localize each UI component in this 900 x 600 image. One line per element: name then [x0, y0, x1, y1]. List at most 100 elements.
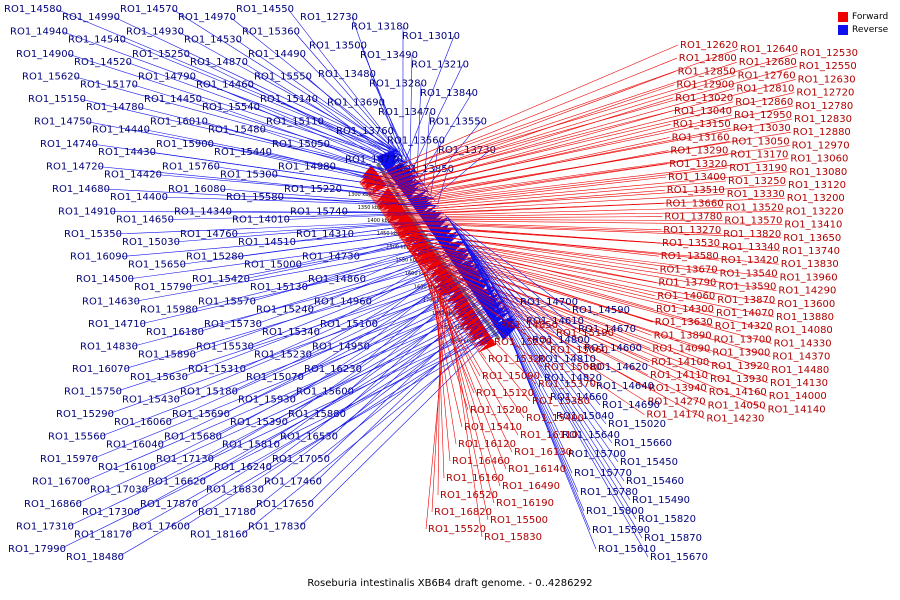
label-leader-line: [75, 308, 509, 505]
label-leader-line: [412, 64, 464, 170]
gene-label: RO1_13250: [728, 176, 786, 187]
gene-label: RO1_16100: [98, 462, 156, 473]
gene-label: RO1_14790: [138, 72, 196, 83]
label-leader-line: [406, 247, 499, 326]
gene-label: RO1_15460: [626, 476, 684, 487]
gene-label: RO1_15270: [494, 337, 552, 348]
label-leader-line: [139, 249, 470, 325]
legend: Forward Reverse: [838, 10, 888, 36]
label-leader-line: [379, 176, 667, 211]
label-leader-line: [398, 235, 716, 301]
gene-label: RO1_15070: [246, 372, 304, 383]
gene-label: RO1_16520: [440, 490, 498, 501]
gene-label: RO1_18160: [190, 530, 248, 541]
legend-reverse: Reverse: [838, 23, 888, 36]
gene-label: RO1_13840: [420, 88, 478, 99]
gene-label: RO1_15880: [288, 409, 346, 420]
gene-label: RO1_13150: [673, 119, 731, 130]
gene-label: RO1_13630: [655, 317, 713, 328]
label-leader-line: [452, 225, 583, 349]
gene-label: RO1_15440: [214, 147, 272, 158]
gene-label: RO1_15800: [586, 506, 644, 517]
gene-label: RO1_14660: [550, 392, 608, 403]
label-leader-line: [281, 278, 490, 423]
label-leader-line: [360, 57, 677, 186]
gene-label: RO1_14340: [174, 207, 232, 218]
gene-label: RO1_13690: [327, 98, 385, 109]
label-leader-line: [299, 315, 514, 527]
gene-label: RO1_15390: [230, 417, 288, 428]
gene-label: RO1_15620: [22, 72, 80, 83]
gene-label: RO1_13030: [733, 123, 791, 134]
gene-label: RO1_15900: [156, 139, 214, 150]
label-leader-line: [383, 197, 785, 215]
label-leader-line: [380, 180, 727, 212]
gene-label: RO1_14760: [180, 229, 238, 240]
label-leader-line: [464, 242, 607, 425]
label-leader-line: [420, 266, 475, 394]
label-leader-line: [430, 140, 440, 195]
label-leader-line: [408, 249, 555, 334]
gene-glyph-reverse: [376, 148, 398, 167]
gene-label: RO1_15310: [188, 364, 246, 375]
label-leader-line: [392, 227, 719, 261]
gene-label: RO1_12880: [793, 127, 851, 138]
label-leader-line: [117, 322, 518, 558]
gene-label: RO1_13290: [670, 146, 728, 157]
gene-label: RO1_14750: [34, 117, 92, 128]
label-leader-line: [363, 71, 676, 188]
label-leader-line: [372, 127, 731, 200]
gene-label: RO1_13570: [724, 216, 782, 227]
gene-label: RO1_13210: [411, 60, 469, 71]
gene-label: RO1_17460: [264, 477, 322, 488]
gene-label: RO1_14680: [52, 184, 110, 195]
label-leader-line: [83, 300, 504, 482]
legend-forward: Forward: [838, 10, 888, 23]
gene-label: RO1_15450: [620, 457, 678, 468]
gene-label: RO1_13670: [660, 264, 718, 275]
label-leader-line: [115, 220, 450, 235]
label-leader-line: [400, 237, 655, 310]
label-leader-line: [477, 261, 585, 512]
gene-label: RO1_14080: [775, 325, 833, 336]
gene-label: RO1_14650: [116, 215, 174, 226]
gene-label: RO1_16530: [280, 432, 338, 443]
gene-label: RO1_14450: [144, 94, 202, 105]
label-leader-line: [243, 234, 460, 280]
label-leader-line: [133, 308, 509, 513]
gene-label: RO1_15930: [238, 395, 296, 406]
gene-label: RO1_13340: [722, 242, 780, 253]
gene-label: RO1_14610: [526, 316, 584, 327]
gene-label: RO1_15670: [650, 552, 708, 563]
gene-label: RO1_15370: [538, 379, 596, 390]
gene-label: RO1_17650: [256, 499, 314, 510]
gene-label: RO1_15870: [644, 533, 702, 544]
label-leader-line: [448, 308, 483, 538]
gene-label: RO1_14810: [538, 354, 596, 365]
gene-label: RO1_15810: [222, 440, 280, 451]
gene-label: RO1_15080: [544, 362, 602, 373]
gene-label: RO1_13790: [658, 278, 716, 289]
label-leader-line: [237, 227, 455, 257]
gene-label: RO1_14530: [184, 35, 242, 46]
gene-label: RO1_13960: [780, 272, 838, 283]
label-leader-line: [385, 216, 663, 219]
gene-label: RO1_15360: [242, 27, 300, 38]
label-leader-line: [455, 229, 589, 368]
gene-label: RO1_12630: [798, 74, 856, 85]
gene-label: RO1_15570: [198, 297, 256, 308]
label-leader-line: [366, 92, 795, 193]
label-leader-line: [379, 171, 788, 210]
label-leader-line: [257, 300, 504, 490]
label-leader-line: [185, 234, 460, 288]
gene-label: RO1_15970: [40, 454, 98, 465]
gene-label: RO1_16700: [32, 477, 90, 488]
gene-label: RO1_18480: [66, 552, 124, 563]
label-leader-line: [107, 278, 490, 415]
gene-label: RO1_15540: [202, 102, 260, 113]
label-leader-line: [289, 271, 485, 400]
gene-label: RO1_15730: [204, 319, 262, 330]
gene-label: RO1_15320: [488, 354, 546, 365]
gene-label: RO1_15020: [608, 419, 666, 430]
kbp-tick-label: 1350 kbp: [358, 205, 382, 211]
